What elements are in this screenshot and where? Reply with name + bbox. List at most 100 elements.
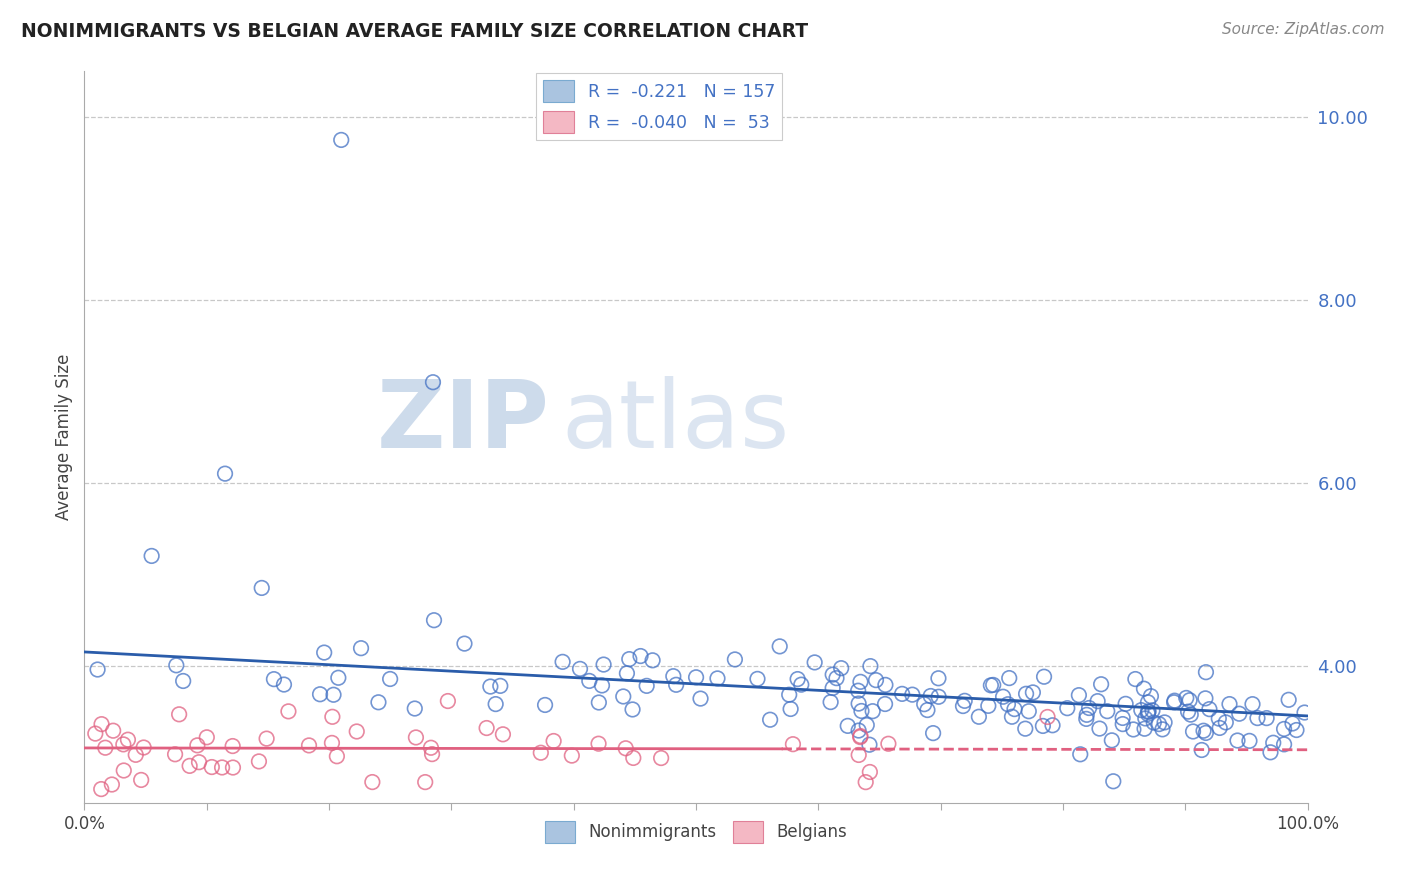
Point [820, 695, 842, 709]
Point [665, 678, 688, 692]
Point [346, 724, 368, 739]
Point [636, 679, 658, 693]
Point [1177, 705, 1199, 719]
Point [858, 738, 880, 752]
Point [928, 690, 950, 704]
Point [855, 775, 877, 789]
Point [662, 669, 685, 683]
Point [837, 719, 859, 733]
Point [1208, 721, 1230, 735]
Point [782, 737, 804, 751]
Point [953, 694, 976, 708]
Point [1004, 702, 1026, 716]
Point [849, 729, 872, 743]
Point [309, 687, 332, 701]
Point [188, 755, 211, 769]
Point [1133, 722, 1156, 736]
Point [492, 727, 515, 741]
Point [569, 662, 592, 676]
Point [1191, 743, 1213, 757]
Point [1142, 704, 1164, 718]
Point [952, 699, 974, 714]
Point [101, 778, 124, 792]
Point [1101, 733, 1123, 747]
Point [706, 672, 728, 686]
Point [1112, 717, 1135, 731]
Point [551, 655, 574, 669]
Point [321, 710, 343, 724]
Point [86, 663, 108, 677]
Point [630, 648, 652, 663]
Point [1135, 711, 1157, 725]
Point [848, 697, 870, 711]
Point [1022, 685, 1045, 699]
Point [769, 640, 792, 654]
Point [172, 673, 194, 688]
Point [1102, 774, 1125, 789]
Text: ZIP: ZIP [377, 376, 550, 468]
Point [1067, 688, 1090, 702]
Point [1152, 723, 1174, 737]
Point [1018, 704, 1040, 718]
Point [619, 652, 641, 666]
Point [361, 775, 384, 789]
Point [821, 667, 844, 681]
Point [84, 726, 107, 740]
Point [591, 678, 613, 692]
Point [1226, 733, 1249, 747]
Point [1195, 726, 1218, 740]
Point [1182, 724, 1205, 739]
Point [1130, 703, 1153, 717]
Point [779, 702, 801, 716]
Point [848, 747, 870, 762]
Point [561, 748, 583, 763]
Point [1192, 723, 1215, 738]
Point [1241, 697, 1264, 711]
Point [90, 782, 112, 797]
Point [846, 683, 869, 698]
Point [250, 581, 273, 595]
Point [849, 730, 872, 744]
Point [1147, 717, 1170, 731]
Point [94, 740, 117, 755]
Point [588, 696, 610, 710]
Point [485, 697, 508, 711]
Point [1137, 705, 1160, 719]
Point [830, 661, 852, 675]
Point [862, 704, 884, 718]
Point [981, 678, 1004, 692]
Point [1036, 710, 1059, 724]
Point [759, 713, 782, 727]
Point [404, 701, 426, 715]
Point [616, 666, 638, 681]
Point [1278, 693, 1301, 707]
Point [420, 747, 443, 761]
Point [1195, 665, 1218, 680]
Point [1285, 723, 1308, 737]
Point [689, 691, 711, 706]
Point [859, 659, 882, 673]
Point [298, 739, 321, 753]
Point [437, 694, 460, 708]
Point [256, 731, 278, 746]
Point [422, 376, 444, 390]
Point [1218, 697, 1240, 711]
Point [328, 671, 350, 685]
Point [912, 697, 935, 711]
Point [849, 674, 872, 689]
Point [489, 679, 512, 693]
Point [851, 704, 873, 718]
Point [378, 672, 401, 686]
Point [1178, 693, 1201, 707]
Point [179, 759, 201, 773]
Point [1163, 695, 1185, 709]
Point [650, 751, 672, 765]
Point [877, 737, 900, 751]
Point [578, 673, 600, 688]
Point [1163, 694, 1185, 708]
Point [1122, 723, 1144, 737]
Point [1263, 736, 1285, 750]
Point [314, 646, 336, 660]
Point [1140, 689, 1163, 703]
Y-axis label: Average Family Size: Average Family Size [55, 354, 73, 520]
